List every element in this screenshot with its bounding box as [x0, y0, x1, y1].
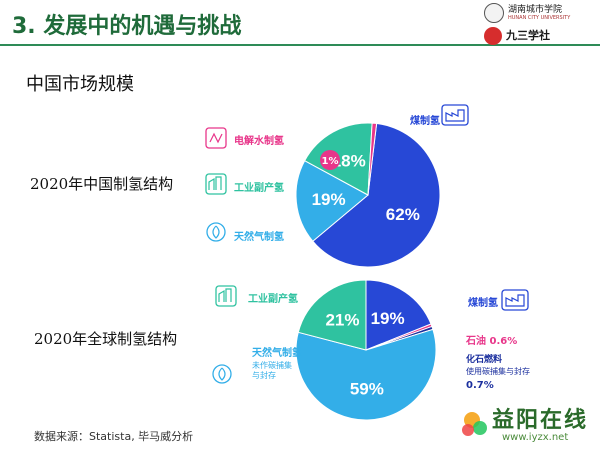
global-legend-gas-sub2: 与封存: [252, 370, 276, 380]
global-slice-3: [295, 328, 437, 421]
global-legend-gas-title: 天然气制氢: [252, 346, 302, 359]
club-logo: 九三学社: [484, 26, 596, 46]
china-legend-industrial: 工业副产氢: [234, 181, 284, 194]
global-legend-ccs-sub: 使用碳捕集与封存: [466, 366, 530, 376]
global-slice-label-3: 59%: [350, 379, 384, 398]
plant-icon: [215, 285, 237, 307]
global-slice-label-4: 21%: [325, 311, 359, 330]
global-legend-gas-sub1: 未作碳捕集: [252, 360, 292, 370]
china-legend-natural-gas: 天然气制氢: [234, 230, 284, 243]
university-emblem-icon: [484, 3, 504, 23]
power-icon: [205, 127, 227, 149]
china-chart-title: 2020年中国制氢结构: [30, 175, 174, 193]
slide-title: 3. 发展中的机遇与挑战: [12, 14, 242, 39]
watermark-name: 益阳在线: [492, 408, 589, 433]
watermark-logo-icon: [462, 412, 487, 436]
china-slice-label-0: 62%: [386, 205, 420, 224]
global-chart-title: 2020年全球制氢结构: [34, 330, 178, 348]
fire-icon: [206, 222, 226, 242]
watermark-url: www.iyzx.net: [502, 432, 569, 443]
global-legend-coal: 煤制氢: [468, 296, 498, 309]
club-name: 九三学社: [506, 29, 550, 42]
china-legend-coal: 煤制氢: [410, 114, 440, 127]
plant-icon: [205, 173, 227, 195]
title-divider: [0, 44, 600, 46]
university-subtitle: HUNAN CITY UNIVERSITY: [508, 15, 571, 21]
factory-icon: [441, 104, 469, 126]
china-pie-chart: 62% 19% 18%1% 电解水制氢 工业副产氢 天然气制氢 煤制氢: [205, 104, 469, 268]
global-slice-4: [297, 279, 367, 351]
global-slice-0: [365, 279, 432, 351]
university-logo: 湖南城市学院 HUNAN CITY UNIVERSITY: [484, 3, 596, 23]
china-slice-label-2: 18%: [332, 151, 366, 170]
china-legend: 电解水制氢 工业副产氢 天然气制氢 煤制氢: [205, 104, 469, 243]
global-legend-oil: 石油 0.6%: [465, 334, 517, 347]
section-heading: 中国市场规模: [26, 74, 134, 95]
china-electrolysis-bubble: [320, 150, 340, 170]
global-slice-label-0: 19%: [371, 309, 405, 328]
china-slice-label-3: 1%: [322, 156, 339, 167]
global-pie-chart: 19% 59% 21% 工业副产氢 煤制氢 石油 0.6% 化石燃料 使用碳捕集与封…: [212, 279, 530, 421]
university-name: 湖南城市学院: [508, 5, 563, 15]
club-emblem-icon: [484, 27, 502, 45]
global-legend-ccs-title: 化石燃料: [466, 353, 502, 365]
source-note: 数据来源：Statista, 毕马威分析: [34, 430, 194, 443]
global-legend: 工业副产氢 煤制氢 石油 0.6% 化石燃料 使用碳捕集与封存 0.7% 天然气…: [212, 285, 530, 391]
china-slice-0: [312, 122, 441, 268]
china-slice-3: [367, 122, 378, 196]
global-legend-industrial: 工业副产氢: [248, 292, 298, 305]
china-slice-1: [295, 159, 369, 242]
china-slice-label-1: 19%: [312, 190, 346, 209]
global-legend-ccs-value: 0.7%: [466, 380, 494, 391]
china-legend-electrolysis: 电解水制氢: [234, 134, 284, 147]
fire-icon: [212, 364, 232, 384]
factory-icon: [501, 289, 529, 311]
